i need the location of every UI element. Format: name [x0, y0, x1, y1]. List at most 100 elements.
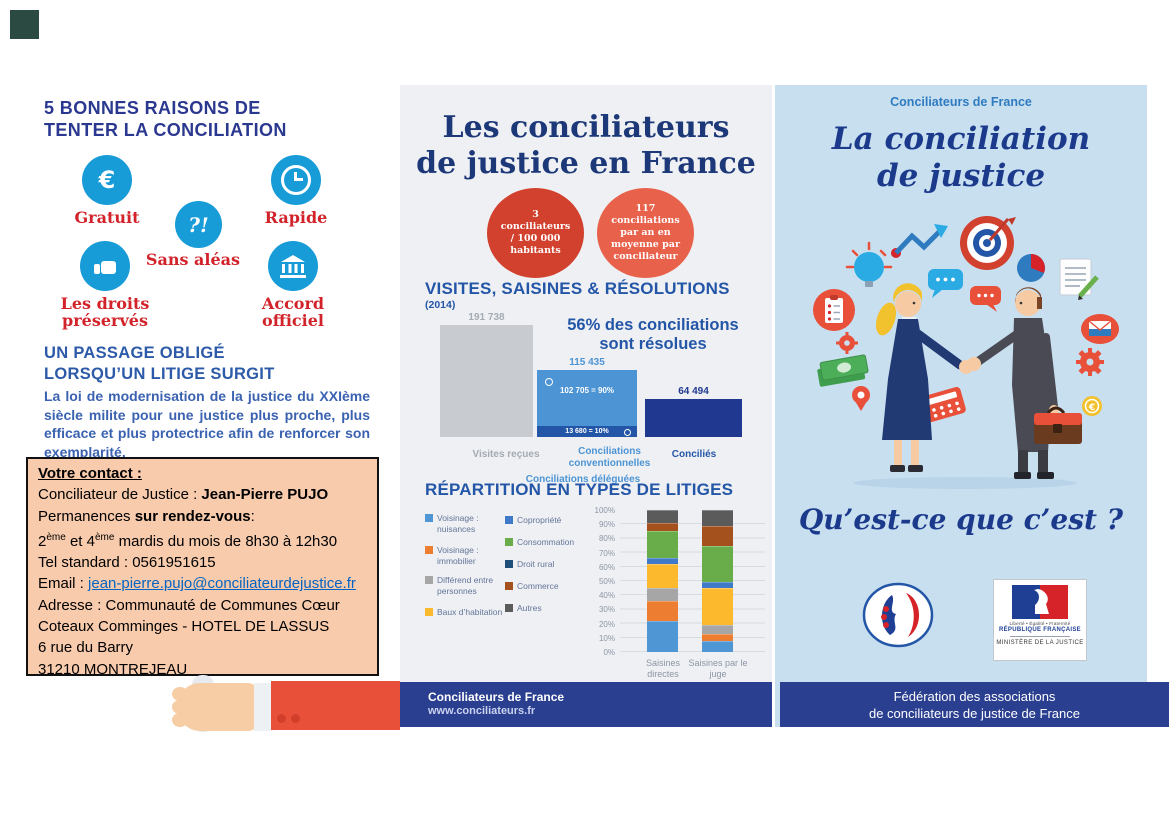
segment-baux-d-habitation [702, 588, 733, 626]
segment-voisinage-immobilier [702, 633, 733, 641]
bar-saisines: 115 435 102 705 = 90% 13 680 = 10% [537, 357, 637, 437]
thumbs-up-icon [93, 257, 117, 275]
xlabel-visites: Visites reçues [472, 449, 540, 460]
rights-badge [80, 241, 130, 291]
segment-voisinage-nuisances [647, 620, 678, 652]
reason-label-gratuit: Gratuit [74, 208, 140, 227]
email-link[interactable]: jean-pierre.pujo@conciliateurdejustice.f… [88, 575, 356, 593]
legend-droit-rural: Droit rural [505, 559, 603, 570]
segment-différend-entre-personnes [647, 588, 678, 601]
contact-address-line-3: 6 rue du Barry [38, 639, 134, 657]
contact-email-line: Email : jean-pierre.pujo@conciliateurdej… [38, 575, 356, 593]
pie-chart-icon [1017, 254, 1045, 282]
visites-heading: VISITES, SAISINES & RÉSOLUTIONS [425, 279, 730, 298]
xlabel-concilies: Conciliés [671, 449, 717, 460]
repartition-heading: RÉPARTITION EN TYPES DE LITIGES [425, 480, 734, 499]
left-panel-title: 5 BONNES RAISONS DE TENTER LA CONCILIATI… [44, 98, 287, 140]
contact-address-line-4: 31210 MONTREJEAU [38, 660, 188, 678]
ministry-text: MINISTÈRE DE LA JUSTICE [996, 640, 1084, 646]
clock-icon [281, 165, 311, 195]
stat-circle-conciliations: 117 conciliations par an en moyenne par conc… [597, 188, 694, 278]
right-panel-header: Conciliateurs de France [890, 95, 1032, 109]
right-panel: Conciliateurs de France La conciliation … [775, 85, 1147, 727]
handshake-hands [959, 357, 981, 374]
y-tick-label: 40% [598, 591, 615, 601]
footer-brand: Conciliateurs de France [428, 690, 565, 704]
reason-label-sans-aleas: Sans aléas [145, 250, 241, 269]
free-badge: € [82, 155, 132, 205]
legend-swatch [505, 582, 513, 590]
legend-consommation: Consommation [505, 537, 603, 548]
bar-value-visites: 191 738 [468, 312, 505, 323]
legend-differend: Différend entre personnes [425, 575, 509, 596]
contact-heading: Votre contact : [38, 465, 142, 482]
speech-bubble-blue-icon [928, 269, 963, 298]
motto-text: Liberté • Égalité • Fraternité [1009, 621, 1071, 626]
fist-graphic [172, 683, 258, 731]
legend-swatch [425, 608, 433, 616]
segment-baux-d-habitation [647, 564, 678, 589]
euro-icon: € [98, 166, 116, 194]
legend-voisinage-nuisances: Voisinage : nuisances [425, 513, 509, 534]
legend-swatch [425, 576, 433, 584]
gear-left-icon [836, 332, 858, 354]
handshake-illustration: € [813, 216, 1119, 489]
contact-address-line-1: Adresse : Communauté de Communes Cœur [38, 596, 340, 614]
stacked-bar-chart: Saisines directes Saisines par le juge 0… [595, 506, 765, 679]
mail-icon [1081, 314, 1119, 344]
clipboard-icon [813, 289, 855, 331]
reason-label-rapide: Rapide [264, 208, 328, 227]
segment-différend-entre-personnes [702, 625, 733, 634]
french-flag-marianne [1012, 585, 1068, 619]
right-panel-title: La conciliation de justice [831, 121, 1091, 194]
euro-coin-icon: € [1082, 396, 1102, 416]
stat-circle-conciliateurs: 3 conciliateurs/ 100 000 habitants [487, 188, 584, 278]
federation-line-1: Fédération des associations [893, 689, 1056, 704]
legend-commerce: Commerce [505, 581, 603, 592]
divider [1010, 636, 1070, 637]
segment-commerce [647, 522, 678, 532]
federation-line-2: de conciliateurs de justice de France [868, 706, 1080, 721]
segment-voisinage-immobilier [647, 600, 678, 621]
shirt-cuff-graphic [254, 683, 273, 731]
contact-schedule-line: 2ème et 4ème mardis du mois de 8h30 à 12… [38, 531, 338, 550]
y-tick-label: 80% [598, 534, 615, 544]
segment-consommation [647, 531, 678, 559]
left-panel: 5 BONNES RAISONS DE TENTER LA CONCILIATI… [26, 85, 396, 735]
man-figure [971, 287, 1082, 479]
stacked-bar-saisines-directes [647, 510, 678, 652]
visites-year: (2014) [425, 299, 456, 311]
visites-bar-chart: 191 738 115 435 102 705 = 90% 13 680 = 1… [428, 312, 744, 437]
stacked-xlabel-juge: Saisines par le juge [688, 658, 748, 679]
legend-swatch [505, 516, 513, 524]
no-risk-badge: ?! [175, 201, 222, 248]
contact-permanences-line: Permanences sur rendez-vous: [38, 507, 255, 525]
marker-ring [545, 378, 553, 386]
institution-icon [280, 254, 306, 278]
legend-swatch [425, 514, 433, 522]
passage-body: La loi de modernisation de la justice du… [44, 388, 370, 460]
middle-footer-band: Conciliateurs de France www.conciliateur… [400, 682, 772, 727]
y-tick-label: 60% [598, 562, 615, 572]
conciliateurs-logo [862, 582, 934, 648]
y-tick-label: 30% [598, 605, 615, 615]
middle-title: Les conciliateurs de justice en France [416, 110, 756, 181]
ministry-logo: Liberté • Égalité • Fraternité RÉPUBLIQU… [993, 579, 1087, 661]
y-tick-label: 100% [594, 506, 615, 515]
contact-address-line-2: Coteaux Comminges - HOTEL DE LASSUS [38, 618, 330, 636]
deleguees-strip: 13 680 = 10% [537, 426, 637, 437]
legend-swatch [425, 546, 433, 554]
y-tick-label: 70% [598, 548, 615, 558]
ground-shadow [853, 477, 1077, 489]
gear-right-icon [1076, 348, 1104, 376]
growth-arrow-icon [891, 224, 948, 258]
reason-label-droits: Les droits préservés [60, 294, 150, 330]
xlabel-conventionnelles: Conciliations conventionnelles [568, 446, 651, 469]
legend-autres: Autres [505, 603, 603, 614]
document-pencil-icon [1059, 258, 1099, 300]
middle-panel: Les conciliateurs de justice en France 3… [400, 85, 772, 727]
passage-heading: UN PASSAGE OBLIGÉ LORSQU’UN LITIGE SURGI… [44, 344, 275, 383]
money-icon [817, 354, 869, 387]
fast-badge [271, 155, 321, 205]
legend-swatch [505, 538, 513, 546]
